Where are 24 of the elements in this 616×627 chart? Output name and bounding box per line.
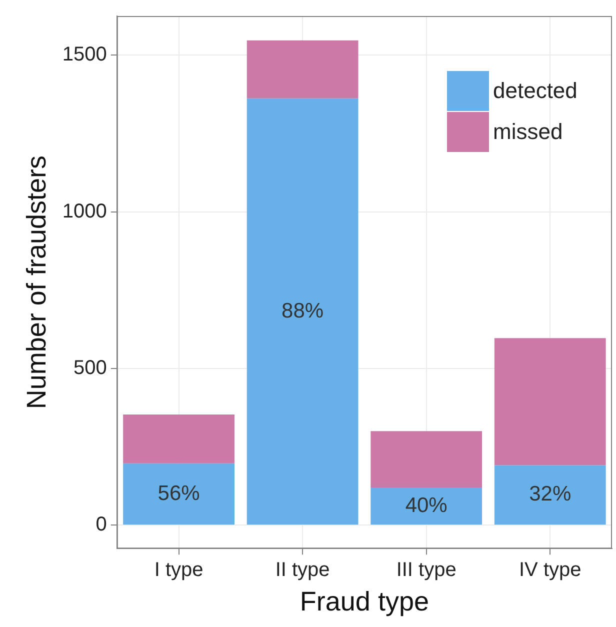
bar xyxy=(123,463,234,525)
bar xyxy=(370,431,482,488)
x-tick-label: IV type xyxy=(518,559,582,582)
y-axis-title: Number of fraudsters xyxy=(22,155,52,410)
bar xyxy=(123,414,234,464)
bar xyxy=(370,488,482,525)
annotation: 88% xyxy=(282,299,324,322)
x-tick-label: III type xyxy=(396,559,456,582)
annotation: 40% xyxy=(405,494,448,517)
legend-label: missed xyxy=(493,118,563,144)
y-tick-label: 1000 xyxy=(62,200,107,222)
bar xyxy=(246,98,358,525)
x-tick-label: II type xyxy=(275,559,330,582)
y-tick-label: 1500 xyxy=(62,44,107,66)
annotation: 56% xyxy=(158,482,200,505)
bar xyxy=(246,40,358,98)
x-tick-label: I type xyxy=(154,559,204,582)
x-axis-title: Fraud type xyxy=(300,586,429,616)
bar xyxy=(494,338,606,466)
y-tick-label: 500 xyxy=(74,356,107,379)
legend-label: detected xyxy=(493,78,578,104)
annotation: 32% xyxy=(529,482,572,506)
y-tick-label: 0 xyxy=(96,514,107,536)
bar xyxy=(494,465,606,525)
